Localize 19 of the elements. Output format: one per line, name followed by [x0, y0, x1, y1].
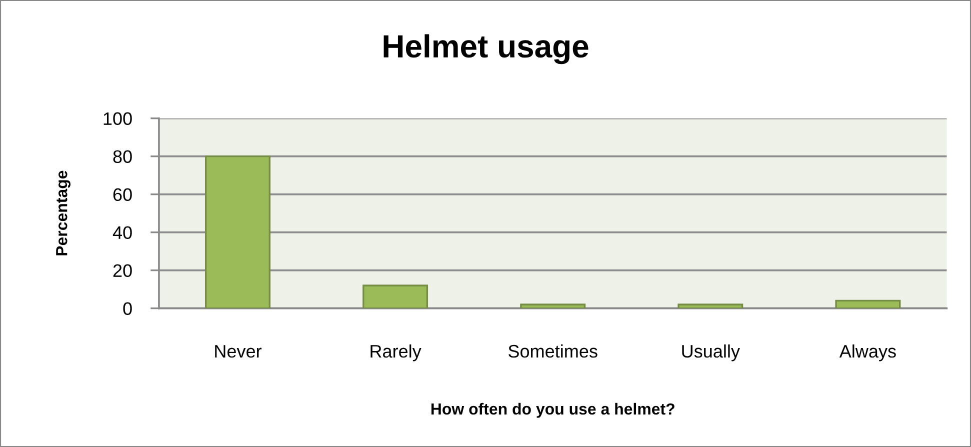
y-tick-label: 0	[123, 302, 132, 316]
bar	[362, 284, 428, 308]
bar	[204, 155, 270, 308]
y-axis-title: Percentage	[56, 170, 70, 256]
bar	[678, 304, 744, 308]
y-tick-label: 80	[113, 150, 132, 164]
x-tick-label: Rarely	[370, 344, 422, 362]
x-tick-label: Sometimes	[508, 344, 598, 358]
x-tick-label: Always	[839, 344, 896, 362]
chart-title: Helmet usage	[384, 34, 588, 64]
y-tick-label: 20	[113, 264, 132, 278]
bar	[835, 300, 901, 308]
x-axis-title: How often do you use a helmet?	[431, 402, 674, 418]
y-tick-label: 100	[104, 112, 132, 126]
y-tick-label: 40	[112, 226, 132, 240]
x-tick-label: Never	[215, 345, 262, 358]
x-tick-label: Usually	[682, 344, 740, 362]
bar	[520, 304, 586, 308]
y-tick-label: 60	[113, 188, 132, 202]
